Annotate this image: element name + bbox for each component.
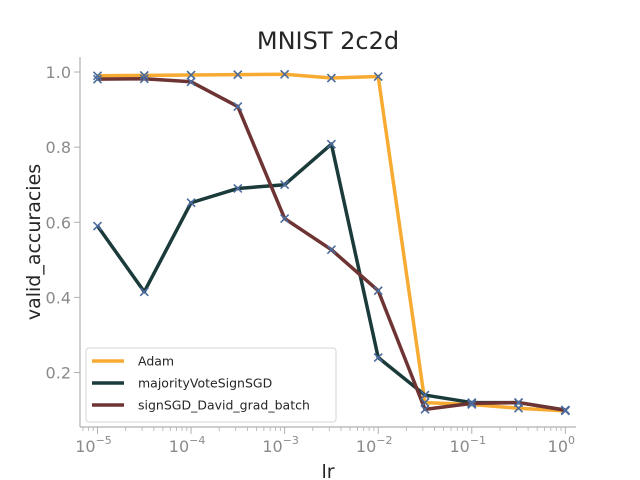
- data-point-marker: [373, 71, 383, 82]
- data-point-marker: [92, 221, 103, 231]
- data-point-marker: [139, 287, 149, 297]
- data-point-marker: [280, 180, 290, 190]
- y-tick-label: 0.8: [46, 138, 71, 157]
- chart-title: MNIST 2c2d: [257, 27, 399, 55]
- legend: Adam majorityVoteSignSGD signSGD_David_gra…: [85, 347, 337, 423]
- legend-label: Adam: [138, 354, 174, 369]
- legend-label: signSGD_David_grad_batch: [138, 398, 310, 413]
- x-tick-label: 10−1: [449, 434, 486, 456]
- data-point-marker: [326, 73, 336, 83]
- data-point-marker: [513, 398, 524, 408]
- x-axis-label: lr: [321, 461, 334, 480]
- series-markers: [92, 69, 570, 416]
- x-tick-label: 10−4: [169, 434, 206, 456]
- data-point-marker: [326, 139, 336, 149]
- data-point-marker: [186, 70, 196, 80]
- legend-label: majorityVoteSignSGD: [138, 376, 272, 391]
- data-point-marker: [420, 398, 430, 408]
- data-point-marker: [139, 70, 149, 80]
- y-tick-label: 0.4: [46, 288, 71, 307]
- data-point-marker: [560, 405, 570, 415]
- data-point-marker: [92, 74, 103, 84]
- data-point-marker: [186, 77, 196, 87]
- data-point-marker: [233, 102, 243, 112]
- x-tick-label: 100: [548, 434, 575, 456]
- y-axis-ticks: 0.2 0.4 0.6 0.8 1.0: [46, 63, 80, 383]
- data-point-marker: [92, 71, 103, 81]
- data-point-marker: [233, 183, 243, 194]
- x-axis-ticks: 10−5 10−4 10−3 10−2 10−1 100: [75, 427, 575, 456]
- data-point-marker: [280, 69, 290, 79]
- y-axis-label: valid_accuracies: [23, 164, 45, 320]
- x-tick-label: 10−3: [262, 434, 299, 456]
- legend-box: [85, 347, 337, 423]
- data-point-marker: [186, 198, 196, 208]
- data-point-marker: [373, 352, 383, 363]
- y-tick-label: 0.6: [46, 213, 71, 232]
- x-tick-label: 10−2: [356, 434, 393, 456]
- data-point-marker: [280, 213, 290, 224]
- y-tick-label: 1.0: [46, 63, 71, 82]
- data-point-marker: [326, 245, 336, 255]
- data-point-marker: [139, 74, 149, 84]
- x-tick-label: 10−5: [75, 434, 112, 456]
- data-point-marker: [373, 286, 383, 296]
- y-tick-label: 0.2: [46, 364, 71, 383]
- data-point-marker: [467, 398, 477, 408]
- data-point-marker: [420, 404, 430, 414]
- data-point-marker: [420, 390, 430, 400]
- data-point-marker: [233, 70, 243, 80]
